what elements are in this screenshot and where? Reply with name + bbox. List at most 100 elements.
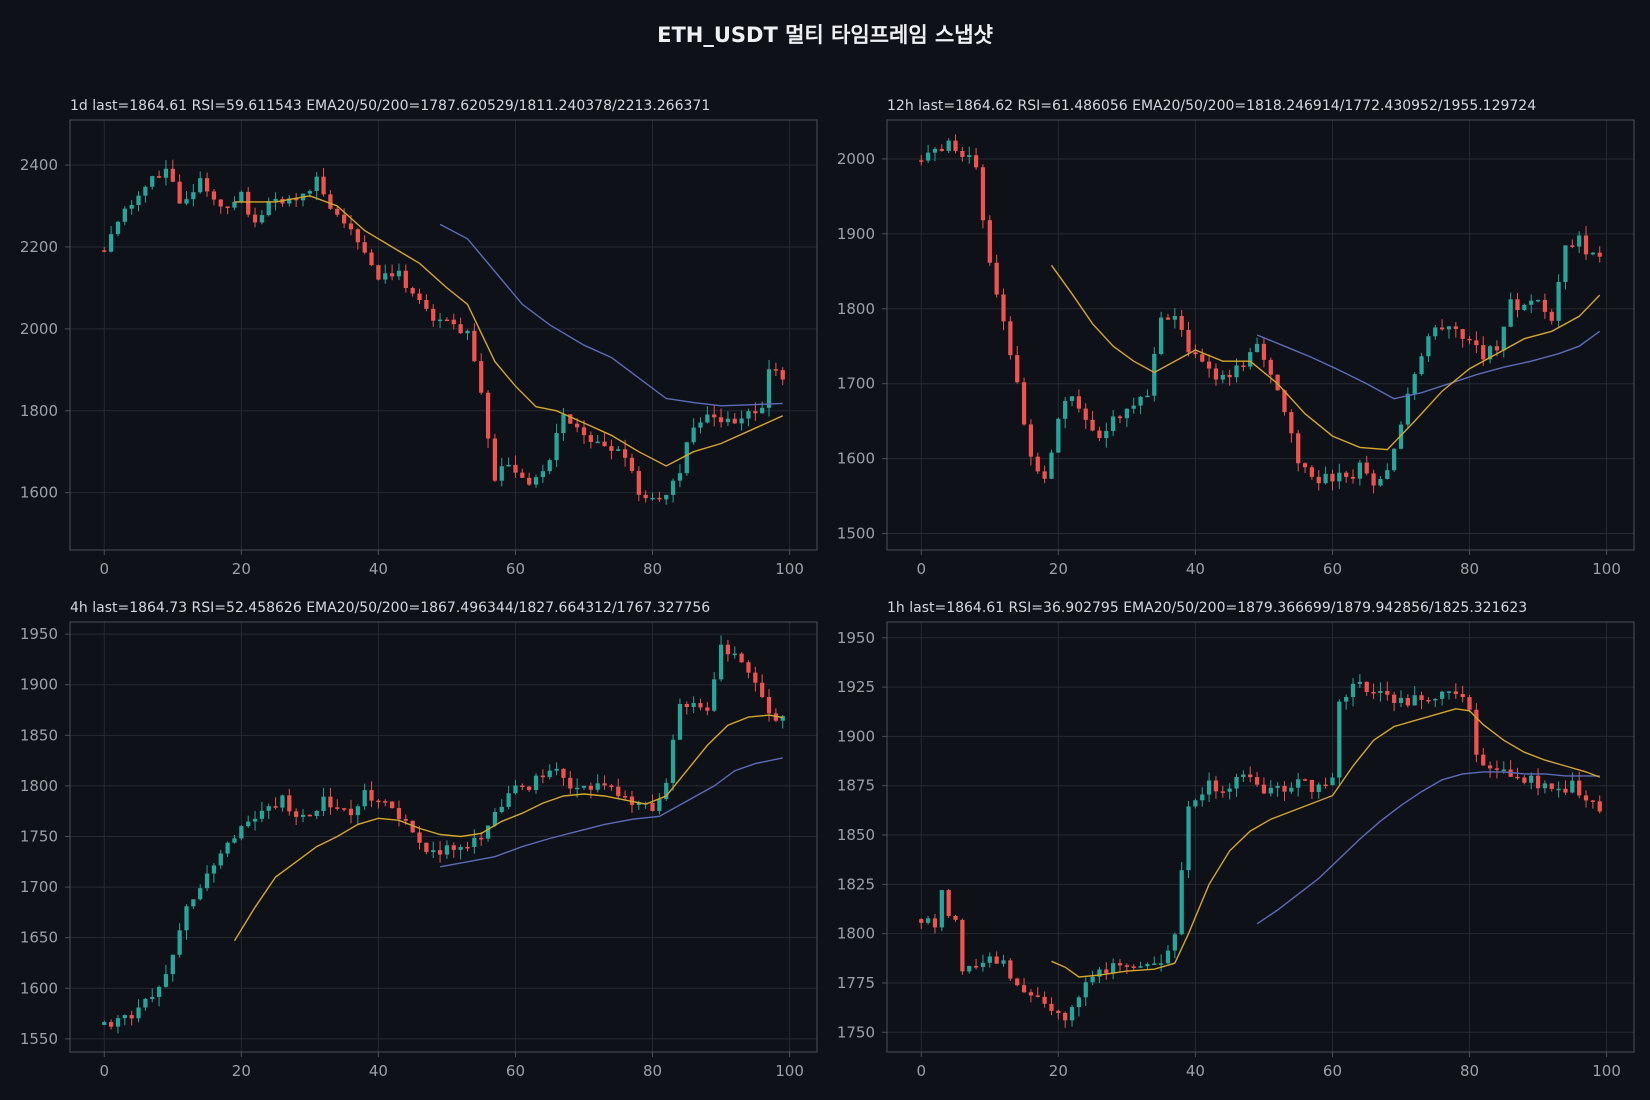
y-tick-label: 1850 — [837, 826, 875, 844]
candle-body — [581, 427, 587, 436]
candle-body — [1330, 777, 1335, 786]
candle-body — [946, 890, 951, 916]
candle-body — [773, 369, 779, 371]
candle-body — [1131, 966, 1136, 968]
candle-body — [1501, 326, 1506, 351]
candle-body — [1460, 694, 1465, 698]
candle-body — [739, 418, 744, 424]
x-tick-label: 0 — [99, 560, 109, 578]
candle-body — [561, 768, 566, 778]
candle-body — [575, 787, 580, 790]
candle-body — [184, 199, 189, 204]
candle-body — [1069, 396, 1075, 401]
candle-body — [1446, 691, 1452, 693]
candle-body — [506, 793, 511, 807]
candle-body — [156, 986, 162, 997]
candle-body — [1145, 395, 1150, 398]
candle-body — [657, 497, 662, 500]
candle-body — [1090, 976, 1095, 983]
candle-body — [1227, 374, 1232, 378]
candle-body — [431, 308, 436, 321]
panel-12h: 12h last=1864.62 RSI=61.486056 EMA20/50/… — [837, 98, 1635, 578]
x-tick-label: 80 — [1460, 1062, 1479, 1080]
candle-body — [932, 918, 938, 928]
candle-body — [1008, 960, 1013, 979]
candle-body — [1261, 343, 1267, 360]
candle-body — [1172, 316, 1177, 320]
candle-body — [143, 998, 148, 1008]
candle-body — [204, 178, 210, 192]
candle-body — [698, 422, 703, 428]
y-tick-label: 1550 — [20, 1030, 58, 1048]
candle-body — [1542, 299, 1548, 312]
candle-body — [1001, 960, 1006, 964]
ema20-line-4h — [233, 714, 783, 942]
candle-body — [485, 825, 491, 839]
y-tick-label: 1800 — [837, 925, 875, 943]
candle-body — [925, 152, 931, 161]
candle-body — [362, 790, 367, 807]
candle-body — [1302, 779, 1308, 781]
candle-body — [1035, 456, 1040, 472]
ema20-line-1h — [1051, 708, 1600, 978]
y-tick-label: 2200 — [20, 238, 58, 256]
candle-body — [1042, 471, 1047, 479]
candle-body — [458, 846, 463, 850]
candle-body — [1439, 691, 1445, 699]
candle-body — [1529, 775, 1534, 783]
candle-body — [150, 176, 155, 187]
candle-body — [314, 176, 319, 192]
candle-body — [1344, 472, 1349, 477]
candle-body — [960, 919, 965, 972]
candle-body — [1481, 754, 1486, 766]
candle-body — [1357, 462, 1362, 479]
candles-1d — [102, 159, 785, 505]
x-tick-label: 20 — [232, 1062, 251, 1080]
candle-body — [1426, 336, 1431, 357]
candle-body — [520, 472, 525, 478]
x-tick-label: 40 — [1186, 560, 1205, 578]
candle-body — [725, 418, 731, 423]
candle-body — [691, 427, 696, 443]
candle-body — [198, 178, 203, 193]
candle-body — [739, 653, 744, 663]
y-tick-label: 1925 — [837, 678, 875, 696]
candle-body — [259, 810, 265, 819]
candle-body — [760, 407, 765, 414]
candle-body — [1056, 1010, 1061, 1014]
candle-body — [355, 229, 360, 243]
candle-body — [1453, 691, 1458, 695]
candle-body — [280, 795, 285, 808]
candle-body — [273, 198, 278, 202]
axes-frame-1d — [69, 119, 818, 551]
candle-body — [540, 775, 545, 778]
candle-body — [1433, 698, 1438, 701]
candle-body — [987, 956, 992, 963]
candle-body — [953, 915, 958, 920]
candle-body — [1186, 806, 1191, 871]
candle-body — [677, 704, 683, 740]
y-tick-label: 1700 — [837, 375, 875, 393]
candle-body — [499, 806, 504, 812]
candle-body — [1357, 681, 1362, 684]
candles-12h — [919, 134, 1602, 494]
candle-body — [1220, 791, 1225, 793]
candle-body — [1378, 478, 1383, 486]
candle-body — [622, 449, 628, 458]
candle-body — [246, 821, 251, 827]
x-tick-label: 20 — [1049, 560, 1068, 578]
candle-body — [362, 242, 367, 253]
candle-body — [150, 996, 155, 999]
candle-body — [980, 962, 986, 967]
candle-body — [629, 457, 635, 471]
candle-body — [760, 682, 765, 698]
candle-body — [136, 1007, 141, 1019]
candle-body — [1583, 235, 1589, 255]
candle-body — [239, 191, 244, 202]
panel-title-12h: 12h last=1864.62 RSI=61.486056 EMA20/50/… — [887, 98, 1536, 114]
candle-body — [1412, 374, 1417, 394]
candle-body — [967, 966, 972, 972]
candle-body — [342, 808, 347, 810]
candle-body — [1337, 701, 1342, 778]
candle-body — [1049, 452, 1054, 479]
